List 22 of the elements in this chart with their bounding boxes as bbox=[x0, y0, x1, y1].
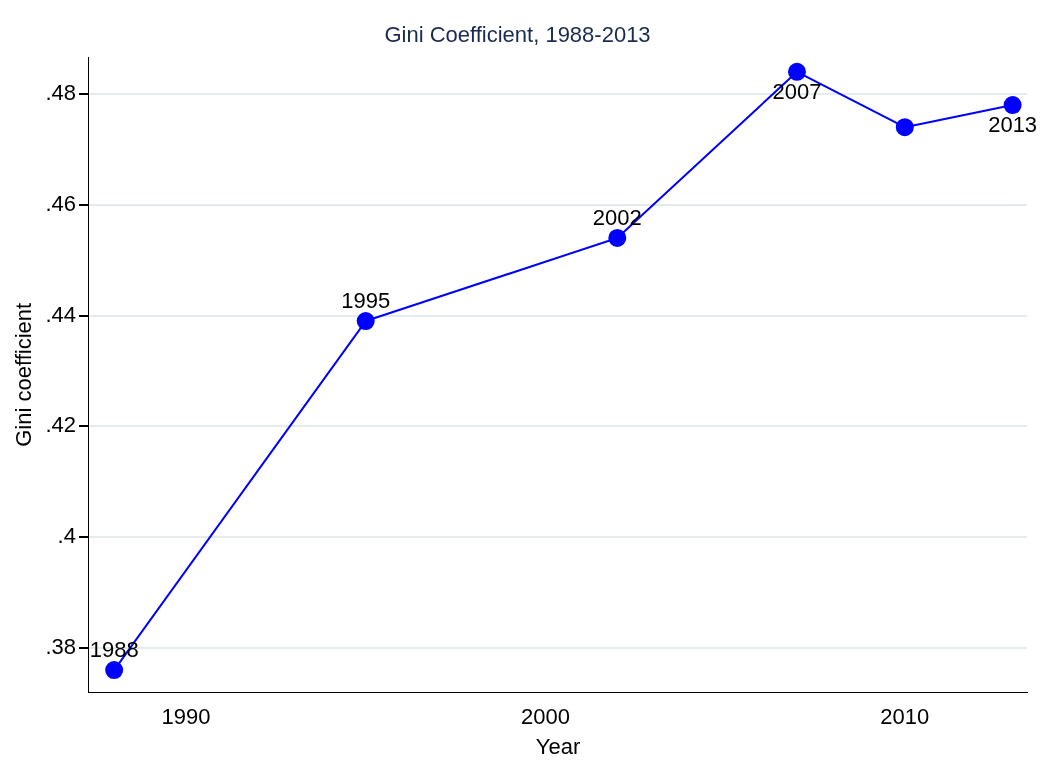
y-tick-label: .48 bbox=[45, 80, 76, 106]
annotation: 1995 bbox=[341, 288, 391, 314]
point bbox=[356, 312, 375, 331]
point bbox=[895, 118, 914, 137]
x-tick-label: 1990 bbox=[161, 704, 211, 730]
point bbox=[608, 228, 627, 247]
annotation: 2002 bbox=[592, 205, 642, 231]
y-tick-label: .46 bbox=[45, 190, 76, 216]
y-axis-title: Gini coefficient bbox=[11, 302, 37, 447]
x-tick-label: 2010 bbox=[880, 704, 930, 730]
chart-title: Gini Coefficient, 1988-2013 bbox=[384, 22, 651, 48]
point bbox=[105, 661, 124, 680]
y-tick-label: .38 bbox=[45, 633, 76, 659]
y-tick-label: .44 bbox=[45, 301, 76, 327]
point bbox=[787, 62, 806, 81]
annotation: 2013 bbox=[988, 112, 1038, 138]
y-tick-label: .4 bbox=[57, 523, 76, 549]
x-tick-label: 2000 bbox=[520, 704, 570, 730]
x-axis-title: Year bbox=[535, 733, 581, 759]
point bbox=[1003, 96, 1022, 115]
y-tick-label: .42 bbox=[45, 412, 76, 438]
annotation: 2007 bbox=[772, 78, 822, 104]
